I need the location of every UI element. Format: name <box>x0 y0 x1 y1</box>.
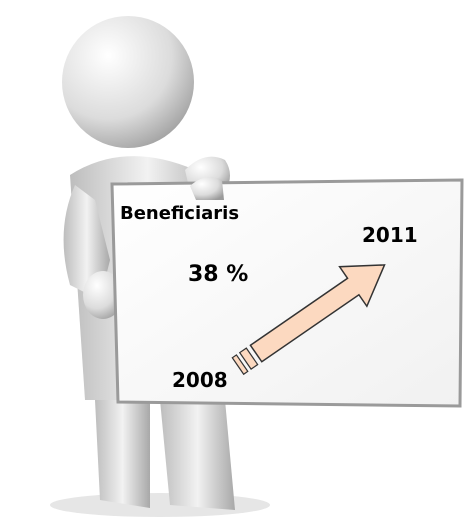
arrow-body <box>249 264 386 363</box>
board <box>110 178 464 408</box>
left-leg <box>95 400 150 508</box>
shadow <box>50 493 270 517</box>
end-year: 2011 <box>362 223 418 247</box>
board-value: 38 % <box>188 262 248 287</box>
start-year: 2008 <box>172 368 228 392</box>
left-hand <box>83 271 123 319</box>
right-leg <box>160 400 235 510</box>
arrow-stripe <box>231 354 249 376</box>
board-title: Beneficiaris <box>120 203 239 224</box>
arrow-stripe <box>238 347 259 370</box>
arrow <box>231 264 386 376</box>
head <box>62 16 194 148</box>
fingers <box>190 177 224 200</box>
left-arm <box>63 185 110 300</box>
